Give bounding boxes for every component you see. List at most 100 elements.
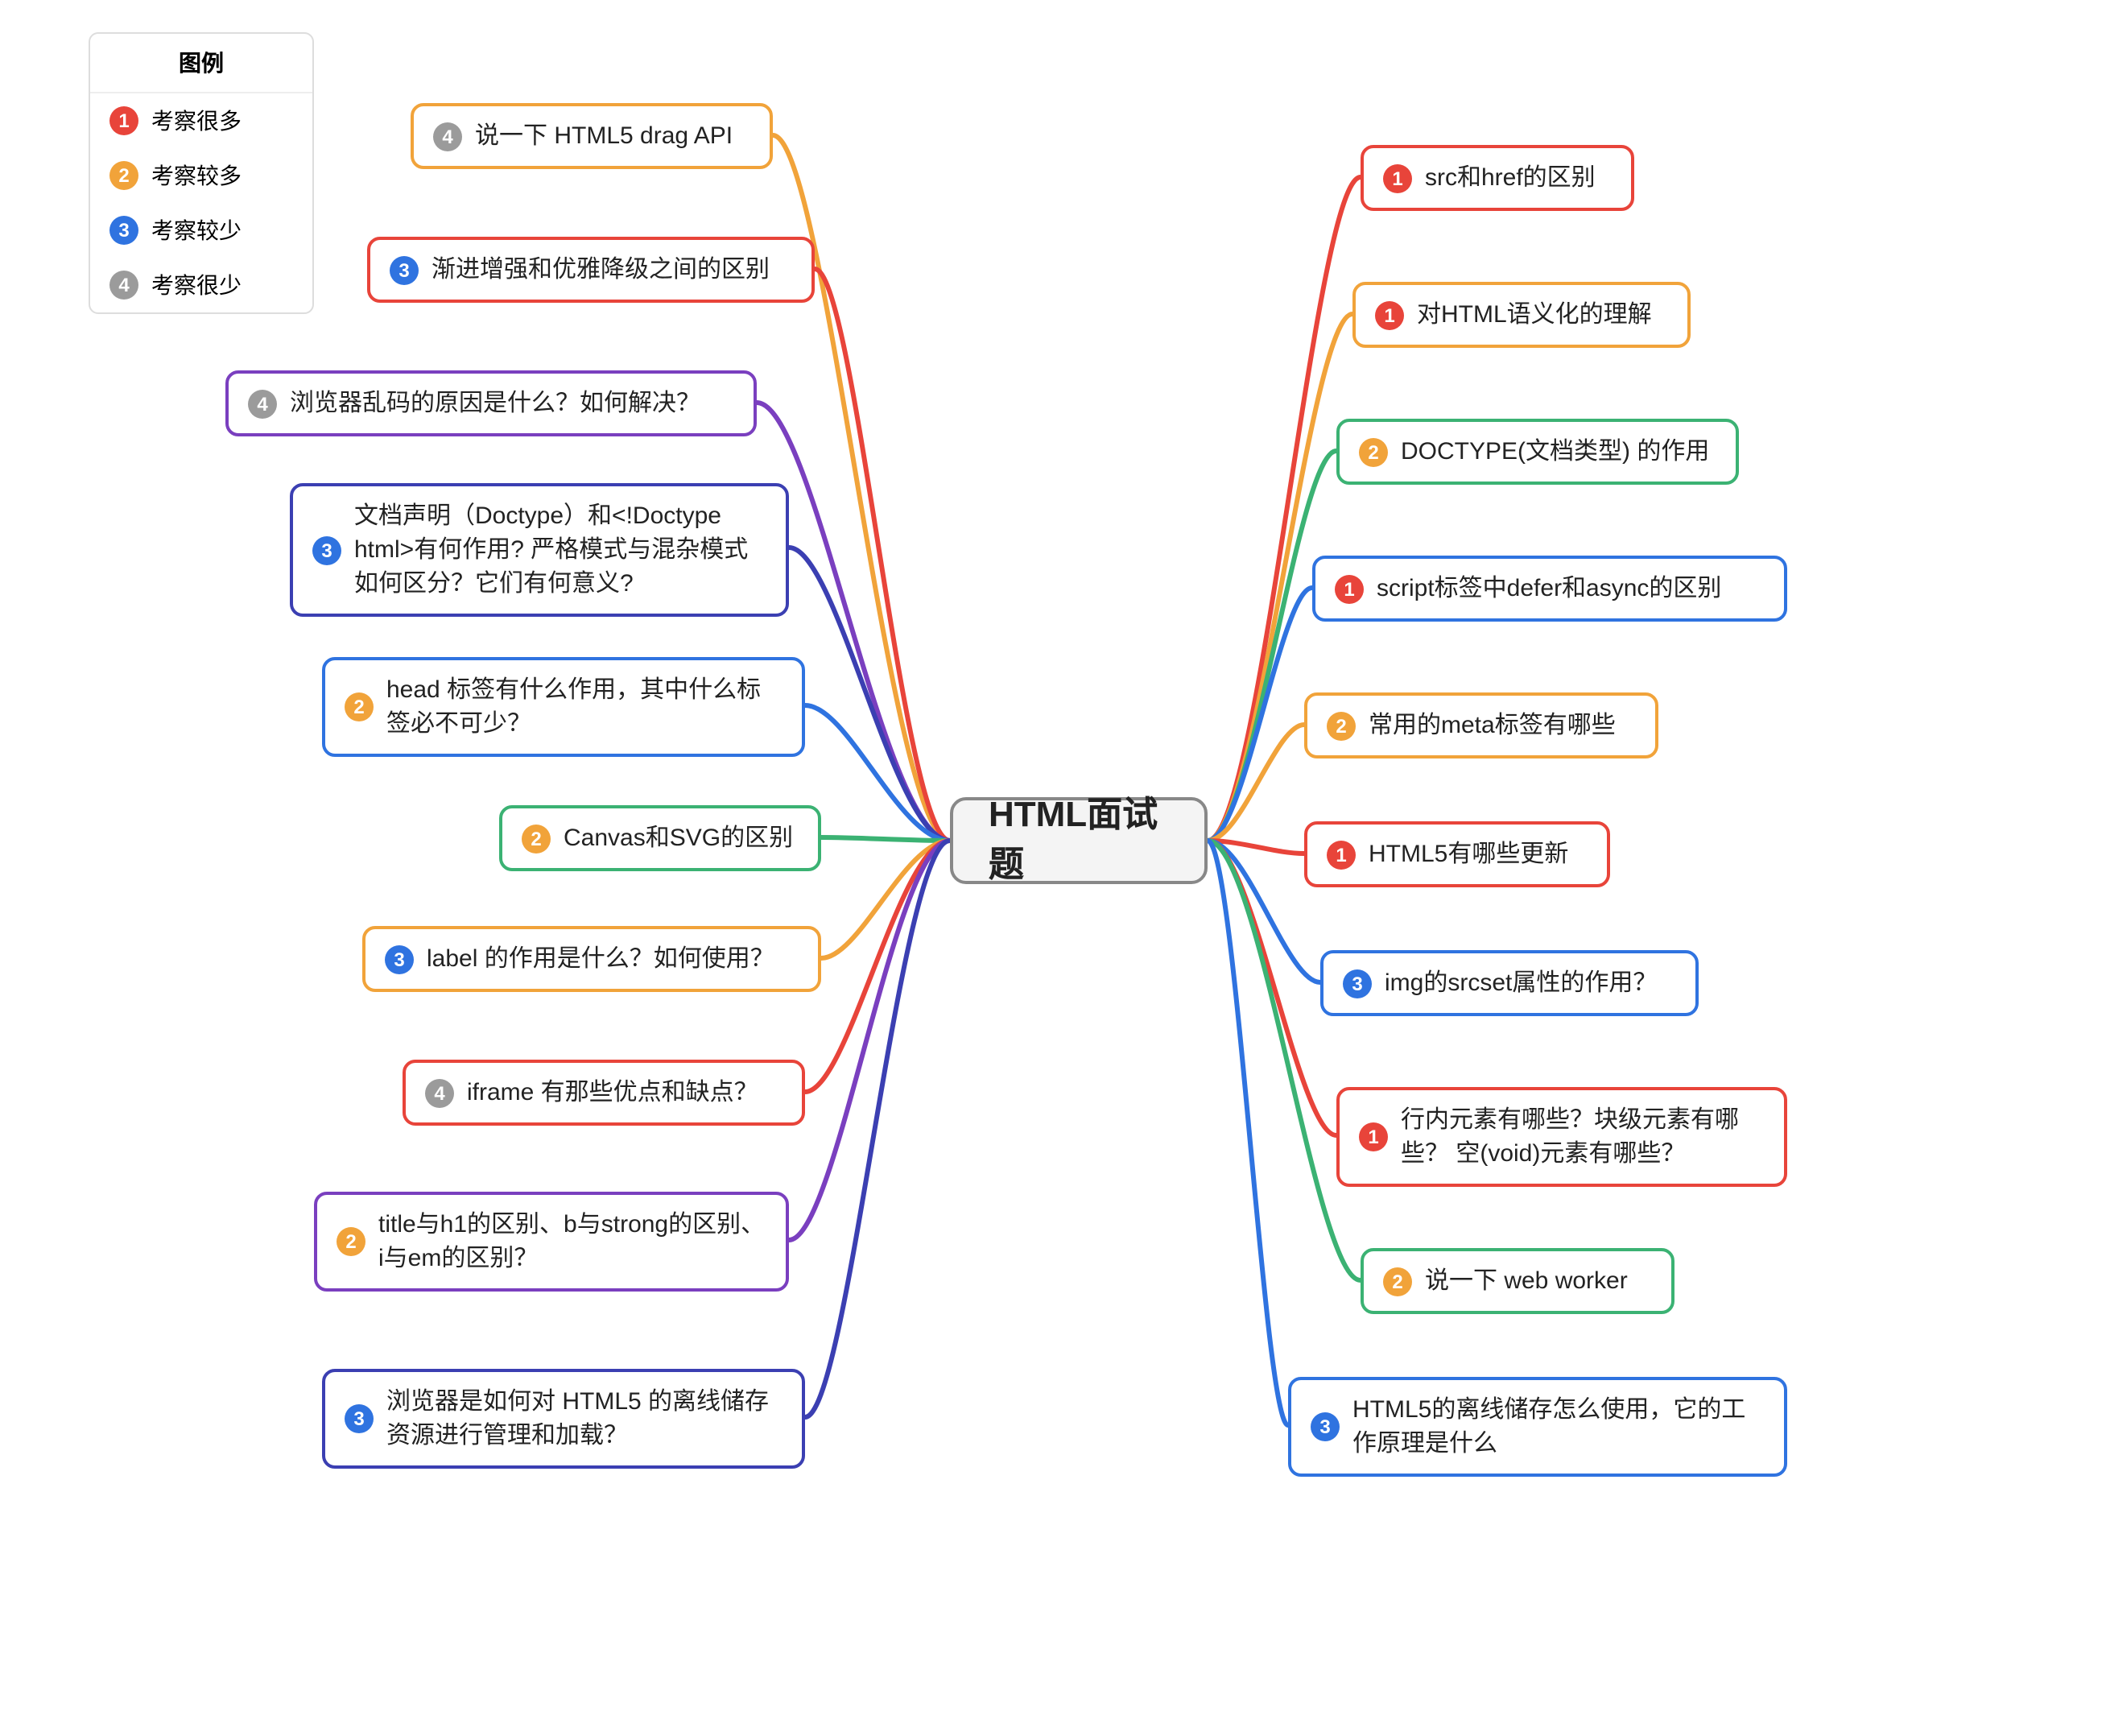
level-badge: 2 (337, 1227, 365, 1256)
topic-text: img的srcset属性的作⽤？ (1385, 966, 1676, 1000)
level-badge: 1 (1359, 1122, 1388, 1151)
legend-badge-number: 4 (118, 275, 129, 295)
legend-row-3: 3考察较少 (90, 203, 312, 258)
topic-node-l2[interactable]: 4浏览器乱码的原因是什么？如何解决？ (225, 370, 757, 436)
level-badge-number: 1 (1344, 579, 1354, 598)
level-badge-number: 3 (1319, 1417, 1330, 1436)
level-badge-number: 1 (1392, 168, 1402, 188)
level-badge: 3 (1343, 969, 1372, 998)
level-badge-number: 3 (353, 1409, 364, 1428)
level-badge-number: 1 (1384, 305, 1394, 324)
legend-badge-number: 3 (118, 221, 129, 240)
edge-l7 (805, 841, 950, 1092)
level-badge-number: 3 (394, 949, 404, 969)
legend-row-1: 1 考察很多 (90, 93, 312, 148)
topic-node-l4[interactable]: 2 head 标签有什么作用，其中什么标签必不可少？ (322, 657, 805, 757)
topic-node-r7[interactable]: 1⾏内元素有哪些？块级元素有哪些？ 空(void)元素有哪些？ (1336, 1087, 1787, 1187)
edge-l5 (821, 837, 950, 841)
level-badge-number: 4 (442, 126, 452, 146)
edge-l4 (805, 705, 950, 841)
legend-label: 考察很少 (151, 269, 242, 301)
level-badge-number: 3 (398, 260, 409, 279)
topic-node-l8[interactable]: 2 title与h1的区别、b与strong的区别、i与em的区别？ (314, 1192, 789, 1292)
edge-l2 (757, 403, 950, 841)
topic-text: iframe 有那些优点和缺点？ (467, 1076, 783, 1110)
edge-r2 (1208, 451, 1336, 841)
level-badge-number: 4 (257, 394, 267, 413)
topic-node-r4[interactable]: 2常用的meta标签有哪些 (1304, 692, 1658, 758)
topic-text: head 标签有什么作用，其中什么标签必不可少？ (386, 673, 783, 741)
level-badge-number: 2 (345, 1232, 356, 1251)
level-badge-number: 2 (1336, 716, 1346, 735)
topic-text: 文档声明（Doctype）和<!Doctype html>有何作用? 严格模式与… (354, 499, 766, 601)
level-badge: 1 (1335, 574, 1364, 603)
center-node[interactable]: HTML面试题 (950, 797, 1208, 884)
level-badge: 3 (312, 535, 341, 564)
edge-r5 (1208, 841, 1304, 854)
legend-title: 图例 (90, 34, 312, 93)
topic-text: label 的作用是什么？如何使用？ (427, 942, 799, 976)
topic-text: script标签中defer和async的区别 (1377, 572, 1765, 606)
topic-node-r3[interactable]: 1 script标签中defer和async的区别 (1312, 556, 1787, 622)
edge-r8 (1208, 841, 1361, 1280)
edge-r9 (1208, 841, 1288, 1425)
level-badge: 3 (385, 944, 414, 973)
topic-node-r8[interactable]: 2 说一下 web worker (1361, 1248, 1674, 1314)
level-badge-number: 3 (321, 540, 332, 560)
level-badge: 1 (1327, 840, 1356, 869)
edge-r4 (1208, 725, 1304, 841)
mindmap-canvas: HTML面试题 4说一下 HTML5 drag API 3渐进增强和优雅降级之间的区… (0, 0, 2106, 1736)
edge-l1 (815, 269, 950, 841)
legend-badge-number: 2 (118, 166, 129, 185)
level-badge: 2 (1327, 711, 1356, 740)
level-badge-number: 2 (353, 697, 364, 717)
topic-text: 对HTML语义化的理解 (1417, 298, 1668, 332)
topic-text: HTML5有哪些更新 (1369, 837, 1588, 871)
topic-node-l3[interactable]: 3 文档声明（Doctype）和<!Doctype html>有何作用? 严格模式… (290, 483, 789, 617)
legend-badge: 3 (109, 216, 138, 245)
level-badge-number: 2 (1392, 1271, 1402, 1291)
topic-node-l0[interactable]: 4说一下 HTML5 drag API (411, 103, 773, 169)
level-badge-number: 2 (1368, 442, 1378, 461)
topic-text: title与h1的区别、b与strong的区别、i与em的区别？ (378, 1208, 766, 1275)
legend-label: 考察较多 (151, 159, 242, 192)
topic-node-l6[interactable]: 3 label 的作用是什么？如何使用？ (362, 926, 821, 992)
legend-badge-number: 1 (118, 111, 129, 130)
legend-row-2: 2 考察较多 (90, 148, 312, 203)
legend-row-4: 4 考察很少 (90, 258, 312, 312)
level-badge: 3 (345, 1404, 374, 1433)
topic-node-r6[interactable]: 3 img的srcset属性的作⽤？ (1320, 950, 1699, 1016)
topic-node-r0[interactable]: 1src和href的区别 (1361, 145, 1634, 211)
level-badge-number: 1 (1336, 845, 1346, 864)
center-label: HTML面试题 (989, 791, 1169, 890)
topic-node-l1[interactable]: 3渐进增强和优雅降级之间的区别 (367, 237, 815, 303)
topic-node-r5[interactable]: 1 HTML5有哪些更新 (1304, 821, 1610, 887)
topic-text: 说一下 web worker (1425, 1264, 1652, 1298)
level-badge: 3 (390, 255, 419, 284)
topic-node-r2[interactable]: 2 DOCTYPE(⽂档类型) 的作⽤ (1336, 419, 1739, 485)
edge-l6 (821, 841, 950, 958)
topic-node-l5[interactable]: 2Canvas和SVG的区别 (499, 805, 821, 871)
topic-node-r1[interactable]: 1 对HTML语义化的理解 (1352, 282, 1691, 348)
level-badge: 2 (1359, 437, 1388, 466)
edge-r6 (1208, 841, 1320, 982)
legend-label: 考察很多 (151, 105, 242, 137)
level-badge: 3 (1311, 1412, 1340, 1441)
topic-text: HTML5的离线储存怎么使用，它的工作原理是什么 (1352, 1393, 1765, 1461)
level-badge-number: 1 (1368, 1127, 1378, 1147)
level-badge-number: 2 (531, 829, 541, 848)
edge-l8 (789, 841, 950, 1240)
topic-node-l9[interactable]: 3 浏览器是如何对 HTML5 的离线储存资源进行管理和加载？ (322, 1369, 805, 1469)
topic-text: DOCTYPE(⽂档类型) 的作⽤ (1401, 435, 1716, 469)
level-badge-number: 4 (434, 1083, 444, 1102)
level-badge: 2 (1383, 1267, 1412, 1296)
topic-node-l7[interactable]: 4 iframe 有那些优点和缺点？ (403, 1060, 805, 1126)
legend-badge: 2 (109, 161, 138, 190)
topic-text: 浏览器是如何对 HTML5 的离线储存资源进行管理和加载？ (386, 1385, 783, 1453)
level-badge: 2 (522, 824, 551, 853)
level-badge: 1 (1375, 300, 1404, 329)
edge-r3 (1208, 588, 1312, 841)
topic-node-r9[interactable]: 3 HTML5的离线储存怎么使用，它的工作原理是什么 (1288, 1377, 1787, 1477)
legend: 图例 1 考察很多 2 考察较多 3考察较少 4 考察很少 (89, 32, 314, 314)
edge-l3 (789, 548, 950, 841)
